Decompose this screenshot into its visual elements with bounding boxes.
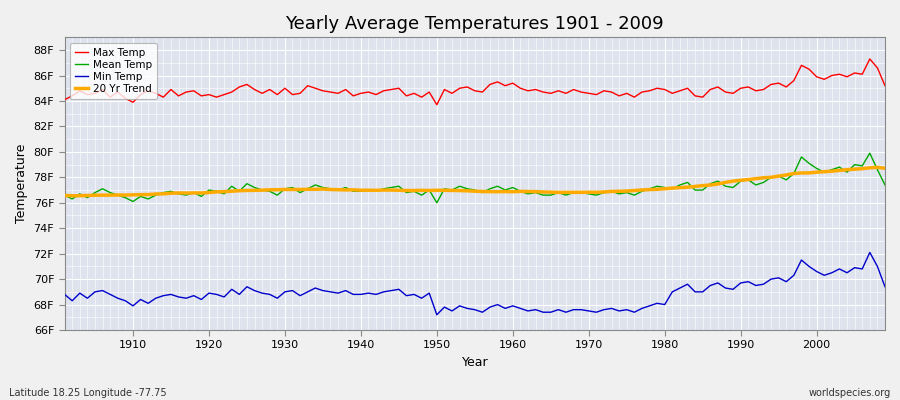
Text: Latitude 18.25 Longitude -77.75: Latitude 18.25 Longitude -77.75 (9, 388, 166, 398)
Min Temp (508, 304, 518, 308)
Min Temp (864, 250, 875, 255)
Max Temp (59, 97, 70, 102)
Max Temp (508, 81, 518, 86)
20 Yr Trend (879, 166, 890, 171)
20 Yr Trend (515, 189, 526, 194)
Max Temp (879, 83, 890, 88)
Mean Temp (287, 185, 298, 190)
Mean Temp (508, 185, 518, 190)
Min Temp (606, 306, 616, 311)
Line: Min Temp: Min Temp (65, 252, 885, 315)
20 Yr Trend (508, 189, 518, 194)
Min Temp (879, 284, 890, 289)
Legend: Max Temp, Mean Temp, Min Temp, 20 Yr Trend: Max Temp, Mean Temp, Min Temp, 20 Yr Tre… (70, 42, 158, 99)
Title: Yearly Average Temperatures 1901 - 2009: Yearly Average Temperatures 1901 - 2009 (285, 15, 664, 33)
Line: Mean Temp: Mean Temp (65, 153, 885, 203)
Max Temp (515, 86, 526, 91)
Mean Temp (333, 188, 344, 192)
Mean Temp (431, 200, 442, 205)
Mean Temp (120, 195, 130, 200)
Y-axis label: Temperature: Temperature (15, 144, 28, 223)
Max Temp (333, 91, 344, 96)
Min Temp (333, 291, 344, 296)
Max Temp (606, 90, 616, 94)
20 Yr Trend (294, 187, 305, 192)
Min Temp (287, 288, 298, 293)
20 Yr Trend (59, 193, 70, 198)
Line: Max Temp: Max Temp (65, 59, 885, 105)
Max Temp (431, 102, 442, 107)
Max Temp (287, 92, 298, 97)
20 Yr Trend (872, 165, 883, 170)
Min Temp (515, 306, 526, 311)
Text: worldspecies.org: worldspecies.org (809, 388, 891, 398)
20 Yr Trend (340, 188, 351, 192)
Min Temp (431, 312, 442, 317)
20 Yr Trend (67, 193, 77, 198)
Line: 20 Yr Trend: 20 Yr Trend (65, 167, 885, 196)
Mean Temp (606, 189, 616, 194)
Mean Temp (879, 182, 890, 187)
Max Temp (120, 96, 130, 101)
Mean Temp (864, 151, 875, 156)
Mean Temp (59, 193, 70, 198)
20 Yr Trend (128, 192, 139, 197)
Min Temp (120, 298, 130, 303)
20 Yr Trend (606, 189, 616, 194)
Max Temp (864, 56, 875, 61)
Min Temp (59, 292, 70, 297)
Mean Temp (515, 189, 526, 194)
X-axis label: Year: Year (462, 356, 488, 369)
